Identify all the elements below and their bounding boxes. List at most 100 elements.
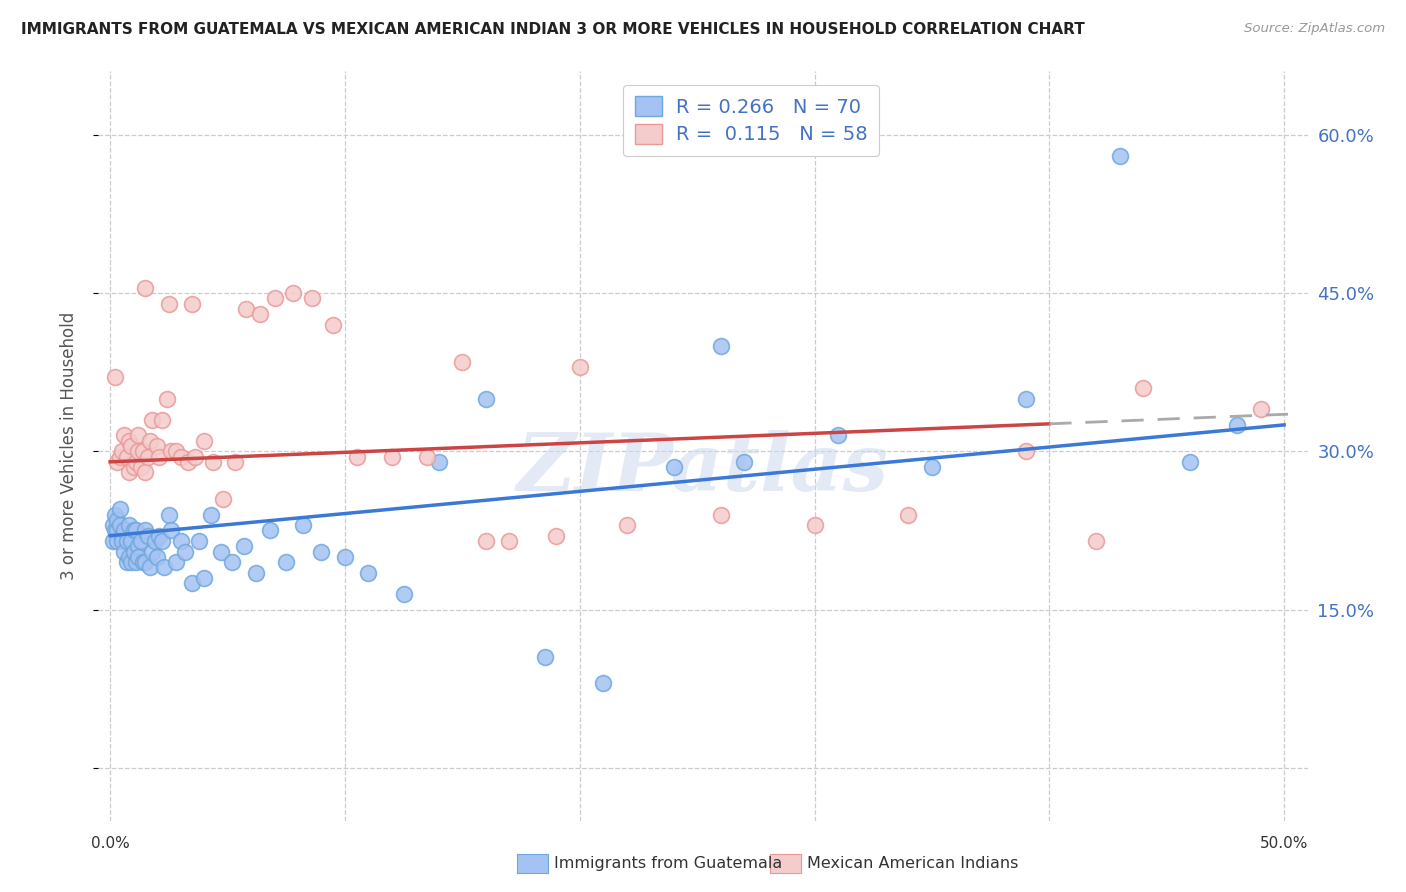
Point: [125, 524, 148, 538]
Point: [897, 508, 920, 522]
Text: Mexican American Indians: Mexican American Indians: [807, 856, 1018, 871]
Point: [235, 301, 257, 316]
Point: [120, 533, 142, 548]
Point: [111, 444, 134, 458]
Point: [108, 502, 131, 516]
Point: [160, 524, 183, 538]
Point: [233, 539, 256, 553]
Point: [176, 455, 198, 469]
Point: [193, 434, 215, 448]
Point: [108, 450, 131, 464]
Text: 0.0%: 0.0%: [91, 837, 129, 852]
Point: [136, 529, 159, 543]
Point: [134, 281, 156, 295]
Point: [1132, 381, 1154, 395]
Point: [169, 450, 191, 464]
Point: [181, 576, 204, 591]
Point: [153, 560, 176, 574]
Point: [150, 412, 173, 426]
Point: [1085, 533, 1108, 548]
Point: [311, 544, 333, 558]
Point: [322, 318, 344, 332]
Point: [141, 544, 163, 558]
Point: [733, 455, 755, 469]
Point: [115, 533, 138, 548]
Point: [125, 455, 148, 469]
Point: [122, 544, 145, 558]
Point: [193, 571, 215, 585]
Point: [105, 513, 128, 527]
Point: [803, 518, 825, 533]
Point: [263, 291, 285, 305]
Point: [921, 460, 943, 475]
Point: [134, 524, 156, 538]
Point: [108, 518, 131, 533]
Point: [1108, 149, 1130, 163]
Point: [112, 428, 135, 442]
Point: [710, 508, 733, 522]
Point: [118, 466, 141, 480]
Point: [112, 524, 135, 538]
Point: [209, 544, 232, 558]
Point: [104, 370, 127, 384]
Point: [111, 533, 134, 548]
Point: [127, 539, 149, 553]
Point: [245, 566, 267, 580]
Point: [122, 524, 145, 538]
Point: [136, 450, 159, 464]
Point: [129, 460, 152, 475]
Point: [118, 518, 141, 533]
Point: [139, 434, 162, 448]
Point: [427, 455, 450, 469]
Point: [224, 455, 246, 469]
Point: [157, 296, 180, 310]
Point: [291, 518, 314, 533]
Point: [146, 439, 169, 453]
Point: [125, 555, 148, 569]
Point: [710, 339, 733, 353]
Point: [1015, 444, 1038, 458]
Point: [104, 508, 127, 522]
Point: [333, 549, 356, 564]
Point: [120, 439, 142, 453]
Point: [357, 566, 380, 580]
Point: [259, 524, 281, 538]
Point: [134, 555, 156, 569]
Point: [146, 549, 169, 564]
Point: [101, 533, 124, 548]
Text: 50.0%: 50.0%: [1260, 837, 1309, 852]
Point: [183, 450, 205, 464]
Point: [105, 455, 128, 469]
Point: [112, 544, 135, 558]
Point: [111, 529, 134, 543]
Point: [150, 533, 173, 548]
Point: [132, 444, 155, 458]
Legend: R = 0.266   N = 70, R =  0.115   N = 58: R = 0.266 N = 70, R = 0.115 N = 58: [623, 85, 879, 156]
Point: [451, 354, 474, 368]
Point: [143, 533, 166, 548]
Point: [346, 450, 368, 464]
Point: [616, 518, 638, 533]
Point: [104, 524, 127, 538]
Point: [139, 560, 162, 574]
Point: [1250, 402, 1272, 417]
Point: [101, 518, 124, 533]
Point: [181, 296, 204, 310]
Point: [132, 555, 155, 569]
Point: [568, 359, 591, 374]
Point: [498, 533, 520, 548]
Point: [1015, 392, 1038, 406]
Point: [148, 529, 170, 543]
Text: Immigrants from Guatemala: Immigrants from Guatemala: [554, 856, 782, 871]
Point: [827, 428, 849, 442]
Point: [212, 491, 235, 506]
Text: ZIPatlas: ZIPatlas: [517, 430, 889, 508]
Point: [141, 412, 163, 426]
Point: [283, 285, 305, 300]
Point: [475, 392, 498, 406]
Point: [118, 434, 141, 448]
Point: [1226, 417, 1249, 432]
Point: [301, 291, 323, 305]
Point: [592, 676, 614, 690]
Point: [392, 587, 415, 601]
